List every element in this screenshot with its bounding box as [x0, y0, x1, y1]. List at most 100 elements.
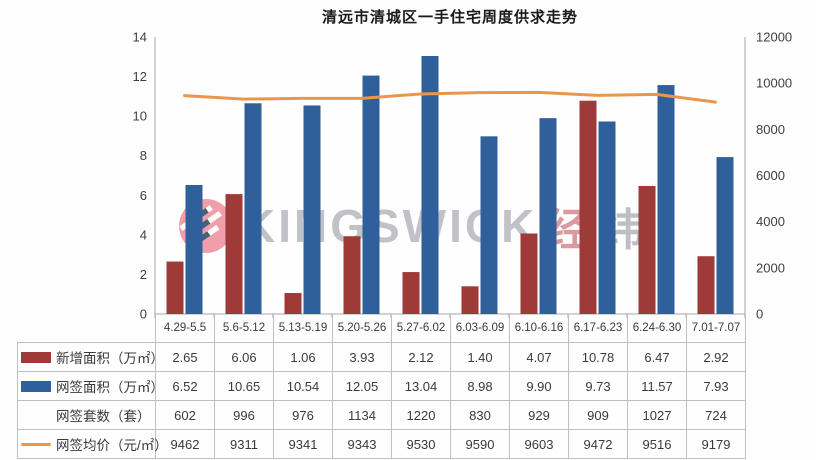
- value-cell: 9603: [509, 429, 569, 459]
- series-label: 网签面积（万㎡）: [56, 380, 164, 395]
- series-label: 网签套数（套）: [56, 409, 151, 424]
- bar-new-area: [579, 100, 597, 315]
- value-cell: 12.05: [332, 371, 392, 401]
- value-cell: 909: [568, 400, 628, 430]
- right-axis-tick-label: 12000: [756, 30, 792, 45]
- bar-new-area: [343, 236, 361, 314]
- left-axis-tick-label: 10: [133, 109, 147, 124]
- value-cell: 9.90: [509, 371, 569, 401]
- value-cell: 996: [214, 400, 274, 430]
- series-label: 网签均价（元/㎡）: [56, 438, 168, 453]
- date-header-cell: 5.13-5.19: [273, 314, 333, 343]
- value-cell: 6.06: [214, 342, 274, 372]
- right-axis-tick-label: 10000: [756, 76, 792, 91]
- value-cell: 602: [155, 400, 215, 430]
- value-cell: 929: [509, 400, 569, 430]
- value-cell: 8.98: [450, 371, 510, 401]
- right-axis-tick-label: 4000: [756, 214, 785, 229]
- chart-canvas: 0 2 4 6 8 10 12 14 0 2000 4000 6000 8000 10000 12000: [133, 30, 793, 321]
- value-cell: 9462: [155, 429, 215, 459]
- value-cell: 3.93: [332, 342, 392, 372]
- left-axis-tick-label: 8: [140, 148, 147, 163]
- chart-title: 清远市清城区一手住宅周度供求走势: [321, 9, 578, 26]
- left-axis-tick-label: 14: [133, 30, 147, 45]
- value-cell: 7.93: [686, 371, 746, 401]
- value-cell: 4.07: [509, 342, 569, 372]
- value-cell: 1.40: [450, 342, 510, 372]
- value-cell: 724: [686, 400, 746, 430]
- legend-line-swatch: [21, 442, 51, 446]
- table-row: 网签套数（套） 602 996 976 1134 1220 830 929 909 1027 724: [17, 400, 746, 430]
- series-label-cell: 网签均价（元/㎡）: [17, 429, 168, 459]
- value-cell: 9179: [686, 429, 746, 459]
- value-cell: 830: [450, 400, 510, 430]
- legend-bar-swatch: [21, 351, 51, 363]
- right-axis-tick-label: 8000: [756, 122, 785, 137]
- left-axis-tick-label: 4: [140, 227, 147, 242]
- bar-new-area: [166, 261, 184, 314]
- bar-new-area: [697, 256, 715, 314]
- table-corner-cell: [18, 314, 156, 343]
- date-header-cell: 6.24-6.30: [627, 314, 687, 343]
- value-cell: 1027: [627, 400, 687, 430]
- table-row: 网签面积（万㎡） 6.52 10.65 10.54 12.05 13.04 8.98 9.90…: [17, 371, 746, 401]
- value-cell: 13.04: [391, 371, 451, 401]
- bar-signed-area: [362, 75, 380, 314]
- left-axis-tick-label: 0: [140, 307, 147, 321]
- table-header-row: 4.29-5.5 5.6-5.12 5.13-5.19 5.20-5.26 5.27-6…: [18, 314, 746, 343]
- value-cell: 9516: [627, 429, 687, 459]
- value-cell: 1220: [391, 400, 451, 430]
- left-axis-tick-label: 2: [140, 267, 147, 282]
- bar-signed-area: [303, 105, 321, 314]
- left-axis-tick-label: 6: [140, 188, 147, 203]
- date-header-cell: 4.29-5.5: [155, 314, 215, 343]
- bar-new-area: [461, 286, 479, 314]
- date-header-cell: 6.17-6.23: [568, 314, 628, 343]
- date-header-cell: 5.20-5.26: [332, 314, 392, 343]
- bar-new-area: [284, 293, 302, 314]
- bar-new-area: [225, 194, 243, 314]
- date-header-cell: 6.03-6.09: [450, 314, 510, 343]
- bar-signed-area: [244, 103, 262, 315]
- value-cell: 10.78: [568, 342, 628, 372]
- right-axis-tick-label: 0: [756, 307, 763, 321]
- value-cell: 976: [273, 400, 333, 430]
- value-cell: 9590: [450, 429, 510, 459]
- right-axis-tick-label: 6000: [756, 168, 785, 183]
- bar-signed-area: [539, 118, 557, 314]
- data-table: 4.29-5.5 5.6-5.12 5.13-5.19 5.20-5.26 5.27-6…: [17, 314, 746, 459]
- bar-new-area: [402, 272, 420, 314]
- value-cell: 9472: [568, 429, 628, 459]
- date-header-cell: 5.27-6.02: [391, 314, 451, 343]
- value-cell: 9343: [332, 429, 392, 459]
- bar-signed-area: [480, 136, 498, 314]
- left-axis-tick-label: 12: [133, 69, 147, 84]
- value-cell: 9341: [273, 429, 333, 459]
- bar-new-area: [638, 185, 656, 314]
- series-label-cell: 网签面积（万㎡）: [17, 371, 164, 401]
- value-cell: 1.06: [273, 342, 333, 372]
- date-header-cell: 6.10-6.16: [509, 314, 569, 343]
- bar-signed-area: [598, 121, 616, 314]
- bar-signed-area: [657, 85, 675, 314]
- series-label: 新增面积（万㎡）: [56, 351, 164, 366]
- series-label-cell: 网签套数（套）: [17, 400, 156, 430]
- value-cell: 9530: [391, 429, 451, 459]
- date-header-cell: 7.01-7.07: [686, 314, 746, 343]
- table-row: 新增面积（万㎡） 2.65 6.06 1.06 3.93 2.12 1.40 4.07 10.7…: [17, 342, 746, 372]
- value-cell: 1134: [332, 400, 392, 430]
- value-cell: 6.47: [627, 342, 687, 372]
- avg-price-line: [183, 90, 717, 104]
- series-label-cell: 新增面积（万㎡）: [17, 342, 164, 372]
- bar-signed-area: [421, 55, 439, 314]
- value-cell: 9311: [214, 429, 274, 459]
- value-cell: 11.57: [627, 371, 687, 401]
- bar-new-area: [520, 233, 538, 314]
- bar-signed-area: [716, 157, 734, 314]
- value-cell: 9.73: [568, 371, 628, 401]
- value-cell: 2.92: [686, 342, 746, 372]
- legend-bar-swatch: [21, 380, 51, 392]
- value-cell: 2.12: [391, 342, 451, 372]
- value-cell: 10.65: [214, 371, 274, 401]
